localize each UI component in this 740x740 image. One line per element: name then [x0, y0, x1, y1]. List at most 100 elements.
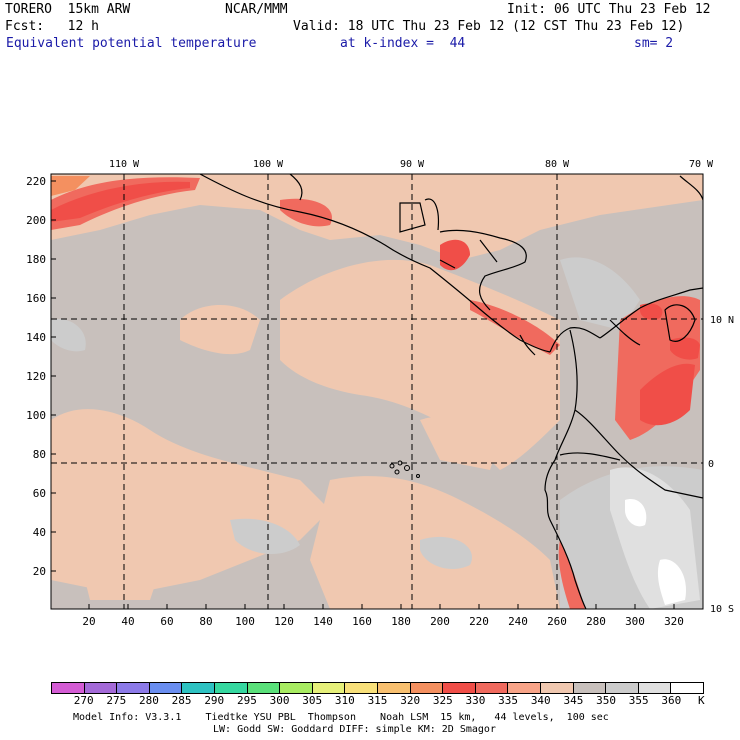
init-time: Init: 06 UTC Thu 23 Feb 12: [507, 2, 711, 17]
colorbar-label: 340: [530, 694, 551, 707]
x-label: 20: [82, 615, 95, 628]
lat-label: 10 S: [710, 604, 734, 615]
colorbar-swatch: [312, 683, 346, 693]
colorbar-label: 315: [367, 694, 388, 707]
colorbar-swatch: [671, 683, 703, 693]
colorbar-label: 275: [106, 694, 127, 707]
x-label: 240: [508, 615, 528, 628]
valid-time: Valid: 18 UTC Thu 23 Feb 12 (12 CST Thu …: [293, 19, 685, 34]
x-axis-labels: 20 40 60 80 100 120 140 160 180 200 220 …: [82, 615, 684, 628]
colorbar-swatch: [84, 683, 118, 693]
colorbar-label: 270: [73, 694, 94, 707]
y-label: 60: [33, 487, 46, 500]
y-label: 160: [26, 292, 46, 305]
y-label: 200: [26, 214, 46, 227]
colorbar-label: 355: [628, 694, 649, 707]
top-lon-labels: 110 W 100 W 90 W 80 W 70 W: [109, 159, 714, 170]
lat-label: 0: [708, 459, 714, 470]
field-340-345: [51, 174, 703, 609]
colorbar-labels: 270 275 280 285 290 295 300 305 310 315 320 325 330 3…: [51, 694, 704, 707]
colorbar-swatch: [606, 683, 639, 693]
y-axis-ticks: [51, 180, 56, 572]
smoothing-label: sm= 2: [634, 36, 674, 51]
colorbar-swatch: [638, 683, 672, 693]
colorbar-label: 280: [139, 694, 159, 707]
colorbar-label: 345: [563, 694, 584, 707]
colorbar-swatch: [182, 683, 215, 693]
y-label: 100: [26, 409, 46, 422]
colorbar-swatch: [540, 683, 574, 693]
model-title: TORERO 15km ARW: [5, 2, 131, 17]
x-label: 280: [586, 615, 606, 628]
colorbar-label: 305: [302, 694, 323, 707]
y-label: 40: [33, 526, 46, 539]
x-label: 220: [469, 615, 489, 628]
lon-label: 100 W: [253, 159, 284, 170]
colorbar-swatch: [214, 683, 248, 693]
model-info-line2: LW: Godd SW: Goddard DIFF: simple KM: 2D…: [213, 724, 496, 735]
field-325-330: [51, 176, 90, 196]
coastlines: [199, 173, 704, 610]
colorbar-swatch: [345, 683, 378, 693]
y-label: 80: [33, 448, 46, 461]
forecast-hour: Fcst: 12 h: [5, 19, 99, 34]
colorbar-label: 330: [465, 694, 486, 707]
colorbar-swatch: [508, 683, 541, 693]
center-label: NCAR/MMM: [225, 2, 288, 17]
colorbar-swatch: [52, 683, 85, 693]
y-label: 120: [26, 370, 46, 383]
level-label: at k-index = 44: [340, 36, 466, 51]
colorbar-label: 285: [171, 694, 192, 707]
y-label: 20: [33, 565, 46, 578]
x-label: 200: [430, 615, 450, 628]
colorbar-label: 295: [236, 694, 257, 707]
x-label: 60: [160, 615, 173, 628]
lon-label: 110 W: [109, 159, 140, 170]
x-label: 80: [199, 615, 212, 628]
colorbar-swatch: [377, 683, 411, 693]
y-label: 180: [26, 253, 46, 266]
x-label: 300: [625, 615, 645, 628]
x-label: 40: [121, 615, 134, 628]
right-lat-labels: 10 N 0 10 S: [708, 315, 734, 615]
colorbar-swatch: [280, 683, 313, 693]
colorbar-label: 335: [498, 694, 519, 707]
colorbar-label: 320: [400, 694, 421, 707]
y-axis-labels: 220 200 180 160 140 120 100 80 60 40 20: [26, 175, 46, 578]
x-label: 140: [313, 615, 333, 628]
field-335-340: [51, 177, 700, 609]
lon-label: 90 W: [400, 159, 425, 170]
colorbar-label: 290: [204, 694, 225, 707]
colorbar: [51, 682, 704, 694]
colorbar-label: 350: [596, 694, 616, 707]
y-label: 140: [26, 331, 46, 344]
colorbar-swatch: [475, 683, 509, 693]
y-label: 220: [26, 175, 46, 188]
x-label: 160: [352, 615, 372, 628]
colorbar-unit: K: [698, 694, 705, 707]
field-name: Equivalent potential temperature: [6, 36, 257, 51]
lat-lon-grid: [51, 174, 703, 609]
colorbar-swatch: [149, 683, 183, 693]
colorbar-swatch: [410, 683, 444, 693]
colorbar-label: 325: [432, 694, 453, 707]
field-330-335: [51, 181, 700, 426]
x-label: 260: [547, 615, 567, 628]
x-axis-ticks: [88, 604, 675, 609]
x-label: 320: [664, 615, 684, 628]
model-info-line1: Model Info: V3.3.1 Tiedtke YSU PBL Thomp…: [73, 712, 609, 723]
x-label: 100: [235, 615, 255, 628]
field-360-plus: [625, 499, 686, 605]
colorbar-label: 300: [269, 694, 290, 707]
lon-label: 70 W: [689, 159, 714, 170]
x-label: 120: [274, 615, 294, 628]
colorbar-swatch: [247, 683, 281, 693]
colorbar-label: 360: [661, 694, 682, 707]
map-frame: [50, 173, 704, 610]
x-label: 180: [391, 615, 411, 628]
lon-label: 80 W: [545, 159, 570, 170]
colorbar-swatch: [573, 683, 607, 693]
colorbar-label: 310: [334, 694, 355, 707]
lat-label: 10 N: [710, 315, 734, 326]
